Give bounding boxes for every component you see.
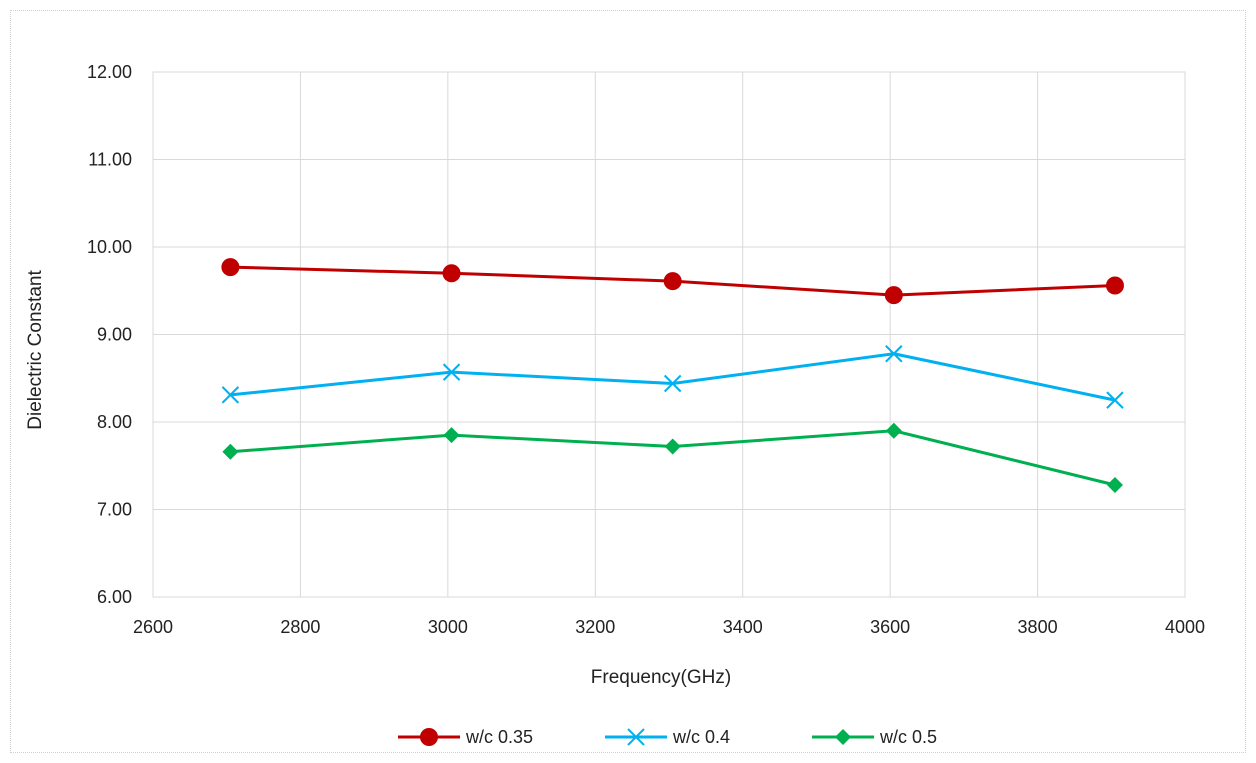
data-point bbox=[442, 264, 461, 283]
legend-label: w/c 0.35 bbox=[465, 727, 533, 747]
legend-label: w/c 0.4 bbox=[672, 727, 730, 747]
legend-marker bbox=[420, 728, 438, 746]
legend-marker bbox=[835, 729, 851, 745]
y-tick-label: 11.00 bbox=[88, 150, 132, 170]
data-point bbox=[221, 258, 240, 277]
data-point bbox=[443, 427, 460, 444]
data-point bbox=[221, 386, 240, 404]
x-tick-label: 2800 bbox=[280, 617, 320, 637]
y-tick-label: 9.00 bbox=[97, 325, 132, 345]
data-point bbox=[885, 345, 903, 363]
data-point bbox=[442, 363, 461, 381]
series-w-c-0-5 bbox=[222, 422, 1123, 493]
y-axis-title: Dielectric Constant bbox=[25, 270, 46, 430]
series-w-c-0-4 bbox=[221, 345, 1124, 409]
data-point bbox=[1105, 276, 1124, 295]
series-line bbox=[230, 352, 1116, 402]
grid bbox=[152, 71, 1186, 598]
y-tick-label: 12.00 bbox=[87, 62, 132, 82]
x-tick-label: 3400 bbox=[723, 617, 763, 637]
legend-item: w/c 0.5 bbox=[812, 727, 937, 747]
legend-item: w/c 0.35 bbox=[398, 727, 533, 747]
x-tick-label: 3600 bbox=[870, 617, 910, 637]
legend-label: w/c 0.5 bbox=[879, 727, 937, 747]
marker-stroke bbox=[442, 363, 461, 381]
x-tick-label: 3000 bbox=[428, 617, 468, 637]
data-point bbox=[885, 422, 902, 439]
series-w-c-0-35 bbox=[221, 258, 1124, 305]
marker-stroke bbox=[221, 386, 240, 404]
y-tick-label: 10.00 bbox=[87, 237, 132, 257]
marker-stroke bbox=[885, 345, 903, 363]
x-tick-label: 2600 bbox=[133, 617, 173, 637]
legend-item: w/c 0.4 bbox=[605, 727, 730, 747]
marker-stroke bbox=[627, 728, 645, 746]
x-axis-title: Frequency(GHz) bbox=[591, 667, 731, 688]
data-point bbox=[664, 438, 681, 455]
marker-stroke bbox=[1106, 391, 1124, 409]
y-axis-ticks: 6.00 7.00 8.00 9.00 10.00 11.00 12.00 bbox=[87, 62, 132, 607]
legend: w/c 0.35 w/c 0.4 w/c 0.5 bbox=[398, 727, 937, 747]
data-point bbox=[884, 286, 903, 305]
x-axis-ticks: 2600 2800 3000 3200 3400 3600 3800 4000 bbox=[133, 617, 1205, 637]
plot-area-border bbox=[152, 71, 1186, 598]
data-point bbox=[1106, 477, 1123, 493]
legend-marker bbox=[627, 728, 645, 746]
y-tick-label: 6.00 bbox=[97, 587, 132, 607]
marker-stroke bbox=[663, 374, 682, 393]
x-tick-label: 3200 bbox=[575, 617, 615, 637]
chart-frame bbox=[10, 10, 1246, 753]
y-tick-label: 8.00 bbox=[97, 412, 132, 432]
y-tick-label: 7.00 bbox=[97, 500, 132, 520]
data-point bbox=[663, 272, 682, 291]
data-point bbox=[222, 443, 239, 460]
x-tick-label: 3800 bbox=[1018, 617, 1058, 637]
x-tick-label: 4000 bbox=[1165, 617, 1205, 637]
series-layer bbox=[221, 258, 1124, 493]
data-point bbox=[1106, 391, 1124, 409]
data-point bbox=[663, 374, 682, 393]
